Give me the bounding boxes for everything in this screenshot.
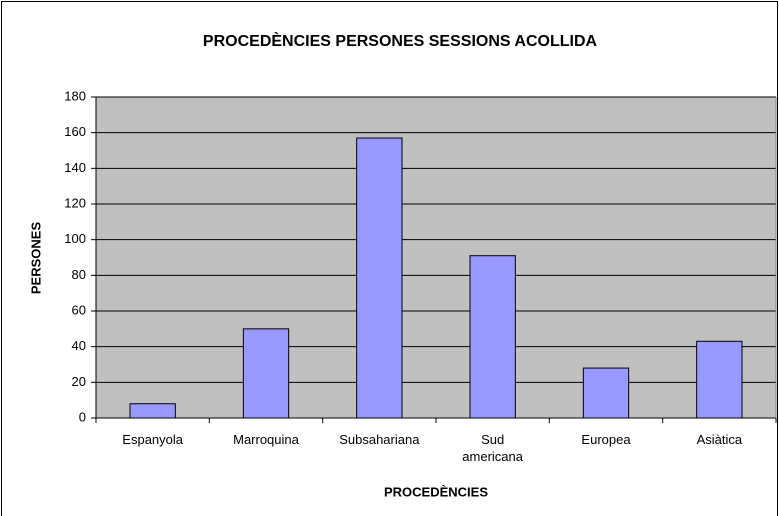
y-tick-label: 0 xyxy=(79,409,86,424)
plot-area xyxy=(96,97,776,418)
y-tick-label: 60 xyxy=(72,302,86,317)
chart-title: PROCEDÈNCIES PERSONES SESSIONS ACOLLIDA xyxy=(203,31,598,50)
bar xyxy=(242,328,290,419)
x-tick-label: Europea xyxy=(581,432,631,447)
bar xyxy=(582,367,630,419)
bar xyxy=(469,255,516,419)
y-tick-label: 120 xyxy=(64,195,86,210)
x-tick-label: Sud americana xyxy=(462,432,523,464)
y-tick-label: 180 xyxy=(64,88,86,103)
x-tick-label: Espanyola xyxy=(122,432,184,447)
bar xyxy=(696,340,743,419)
x-axis-label: PROCEDÈNCIES xyxy=(384,484,488,499)
bar xyxy=(356,137,403,419)
y-tick-label: 140 xyxy=(64,160,86,175)
y-tick-label: 80 xyxy=(72,267,86,282)
x-tick-label: Marroquina xyxy=(233,432,299,447)
y-tick-label: 40 xyxy=(72,338,86,353)
y-tick-label: 160 xyxy=(64,124,86,139)
y-tick-label: 100 xyxy=(64,231,86,246)
y-axis-label: PERSONES xyxy=(28,222,43,295)
x-tick-label: Asiàtica xyxy=(696,432,743,447)
bar xyxy=(129,403,176,419)
y-tick-label: 20 xyxy=(72,374,86,389)
x-tick-label: Subsahariana xyxy=(339,432,420,447)
